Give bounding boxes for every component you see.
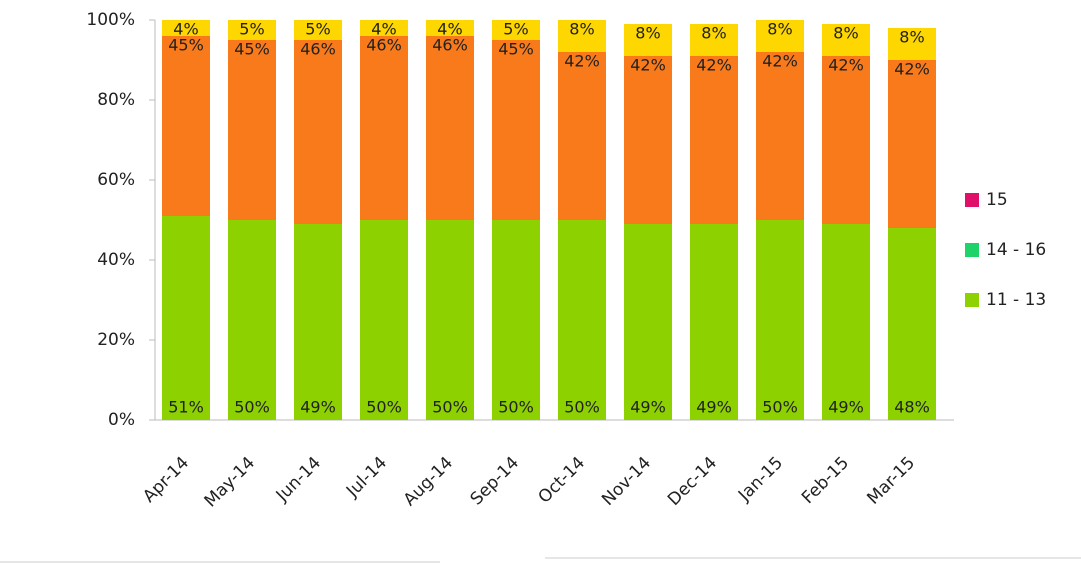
- bar-segment: [426, 220, 474, 420]
- bar-segment: [558, 52, 606, 220]
- bar-segment: [360, 20, 408, 36]
- x-tick-label: Oct-14: [535, 453, 590, 508]
- value-label: 45%: [168, 36, 204, 55]
- bar-segment: [294, 224, 342, 420]
- value-label: 46%: [366, 36, 402, 55]
- x-tick-label: Aug-14: [400, 453, 457, 510]
- bar-segment: [756, 220, 804, 420]
- bar-segment: [888, 60, 936, 228]
- bar-segment: [360, 36, 408, 220]
- value-label: 49%: [300, 398, 336, 417]
- legend-label: 14 - 16: [986, 240, 1046, 260]
- legend-swatch: [965, 193, 979, 207]
- y-tick-label: 80%: [97, 90, 135, 110]
- legend-swatch: [965, 293, 979, 307]
- bar-segment: [360, 220, 408, 420]
- y-tick-label: 0%: [108, 410, 135, 430]
- y-tick-label: 100%: [86, 10, 135, 30]
- value-label: 4%: [437, 20, 462, 39]
- x-tick-label: Apr-14: [139, 453, 193, 507]
- bar-segment: [558, 220, 606, 420]
- y-tick-label: 20%: [97, 330, 135, 350]
- x-tick-label: Nov-14: [598, 453, 655, 510]
- value-label: 49%: [630, 398, 666, 417]
- bar-segment: [690, 224, 738, 420]
- y-tick-label: 60%: [97, 170, 135, 190]
- value-label: 50%: [498, 398, 534, 417]
- bar-segment: [426, 36, 474, 220]
- value-label: 5%: [503, 20, 528, 39]
- x-tick-label: Jul-14: [342, 453, 391, 502]
- value-label: 4%: [371, 20, 396, 39]
- bar-segment: [756, 52, 804, 220]
- value-label: 8%: [833, 24, 858, 43]
- value-label: 8%: [767, 20, 792, 39]
- value-label: 5%: [239, 20, 264, 39]
- value-label: 42%: [828, 56, 864, 75]
- bar-segment: [624, 224, 672, 420]
- value-label: 45%: [234, 40, 270, 59]
- bar-segment: [162, 216, 210, 420]
- y-tick-label: 40%: [97, 250, 135, 270]
- bar-segment: [822, 224, 870, 420]
- bar-segment: [558, 20, 606, 52]
- bar-segment: [228, 40, 276, 220]
- value-label: 50%: [234, 398, 270, 417]
- legend-swatch: [965, 243, 979, 257]
- value-label: 48%: [894, 398, 930, 417]
- bar-segment: [888, 28, 936, 60]
- x-tick-label: Feb-15: [798, 453, 853, 508]
- x-tick-label: Dec-14: [664, 453, 721, 510]
- value-label: 42%: [630, 56, 666, 75]
- x-tick-label: May-14: [201, 453, 259, 511]
- bar-segment: [162, 36, 210, 216]
- bar-segment: [492, 220, 540, 420]
- value-label: 4%: [173, 20, 198, 39]
- x-tick-label: Sep-14: [467, 453, 523, 509]
- bar-segment: [228, 20, 276, 40]
- value-label: 42%: [894, 60, 930, 79]
- bar-segment: [162, 20, 210, 36]
- bar-segment: [426, 20, 474, 36]
- bar-segment: [822, 56, 870, 224]
- bar-segment: [690, 56, 738, 224]
- value-label: 51%: [168, 398, 204, 417]
- bar-segment: [624, 24, 672, 56]
- x-tick-label: Mar-15: [863, 453, 919, 509]
- bar-segment: [294, 20, 342, 40]
- value-label: 49%: [696, 398, 732, 417]
- bar-segment: [888, 228, 936, 420]
- value-label: 50%: [762, 398, 798, 417]
- value-label: 49%: [828, 398, 864, 417]
- bar-segment: [492, 40, 540, 220]
- value-label: 5%: [305, 20, 330, 39]
- value-label: 46%: [432, 36, 468, 55]
- value-label: 8%: [635, 24, 660, 43]
- value-label: 50%: [432, 398, 468, 417]
- value-label: 42%: [696, 56, 732, 75]
- value-label: 50%: [564, 398, 600, 417]
- bar-segment: [228, 220, 276, 420]
- value-label: 46%: [300, 40, 336, 59]
- x-tick-label: Jun-14: [272, 453, 325, 506]
- bar-segment: [822, 24, 870, 56]
- value-label: 8%: [569, 20, 594, 39]
- value-label: 8%: [701, 24, 726, 43]
- legend-label: 15: [986, 190, 1008, 210]
- bar-segment: [294, 40, 342, 224]
- bar-segment: [756, 20, 804, 52]
- bar-segment: [624, 56, 672, 224]
- value-label: 8%: [899, 28, 924, 47]
- legend-label: 11 - 13: [986, 290, 1046, 310]
- value-label: 42%: [762, 52, 798, 71]
- value-label: 45%: [498, 40, 534, 59]
- x-tick-label: Jan-15: [734, 453, 787, 506]
- value-label: 50%: [366, 398, 402, 417]
- bar-segment: [690, 24, 738, 56]
- value-label: 42%: [564, 52, 600, 71]
- bar-segment: [492, 20, 540, 40]
